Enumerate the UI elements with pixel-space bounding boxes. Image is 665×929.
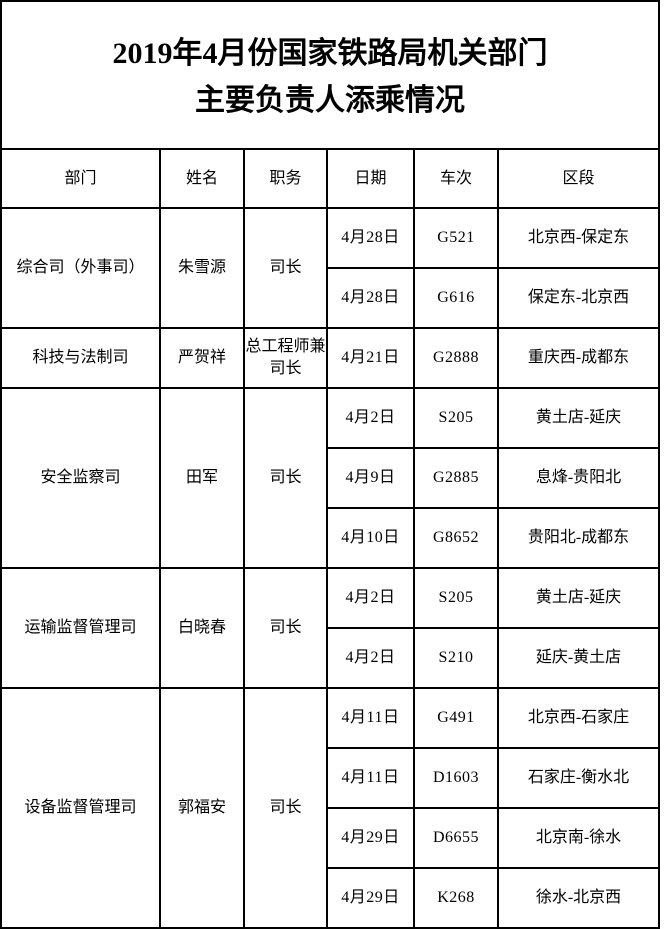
- date-cell: 4月29日: [326, 807, 415, 869]
- train-number-cell: G8652: [413, 507, 499, 569]
- table-row: 4月10日 G8652 贵阳北-成都东: [1, 507, 661, 569]
- officer-name-cell: 朱雪源: [159, 207, 245, 329]
- train-number-cell: G521: [413, 207, 499, 269]
- column-header-train: 车次: [413, 148, 499, 209]
- title-row: 2019年4月份国家铁路局机关部门 主要负责人添乘情况: [0, 0, 661, 150]
- table-row: 科技与法制司 严贺祥 总工程师兼司长 4月21日 G2888 重庆西-成都东: [0, 327, 661, 389]
- table-row: 4月11日 D1603 石家庄-衡水北: [1, 747, 661, 809]
- section-cell: 贵阳北-成都东: [496, 507, 661, 569]
- department-cell: 安全监察司: [0, 387, 161, 569]
- position-cell: 司长: [243, 207, 328, 329]
- section-cell: 北京南-徐水: [496, 807, 661, 869]
- table-header-row: 部门 姓名 职务 日期 车次 区段: [0, 148, 661, 209]
- train-number-cell: S205: [413, 387, 499, 449]
- train-number-cell: D6655: [413, 807, 499, 869]
- position-cell: 司长: [243, 567, 328, 689]
- section-cell: 徐水-北京西: [496, 867, 661, 929]
- table-row: 4月2日 S210 延庆-黄土店: [1, 627, 661, 689]
- date-cell: 4月10日: [326, 507, 415, 569]
- department-cell: 运输监督管理司: [0, 567, 161, 689]
- train-number-cell: G616: [413, 267, 499, 329]
- train-number-cell: G2885: [413, 447, 499, 509]
- section-cell: 北京西-石家庄: [496, 687, 661, 749]
- section-cell: 息烽-贵阳北: [496, 447, 661, 509]
- table-row: 4月29日 K268 徐水-北京西: [1, 867, 661, 929]
- page-title-line-1: 2019年4月份国家铁路局机关部门: [112, 37, 548, 70]
- section-cell: 延庆-黄土店: [496, 627, 661, 689]
- section-cell: 石家庄-衡水北: [496, 747, 661, 809]
- table-row: 4月29日 D6655 北京南-徐水: [1, 807, 661, 869]
- date-cell: 4月2日: [326, 567, 415, 629]
- train-number-cell: D1603: [413, 747, 499, 809]
- date-cell: 4月28日: [326, 207, 415, 269]
- table-row: 设备监督管理司 郭福安 司长 4月11日 G491 北京西-石家庄: [0, 687, 661, 929]
- section-cell: 黄土店-延庆: [496, 567, 661, 629]
- position-cell: 司长: [243, 687, 328, 929]
- train-number-cell: S205: [413, 567, 499, 629]
- department-cell: 科技与法制司: [0, 327, 161, 389]
- date-cell: 4月29日: [326, 867, 415, 929]
- train-number-cell: S210: [413, 627, 499, 689]
- date-cell: 4月11日: [326, 687, 415, 749]
- position-cell: 司长: [243, 387, 328, 569]
- section-cell: 保定东-北京西: [496, 267, 661, 329]
- page-title-line-2: 主要负责人添乘情况: [195, 84, 466, 117]
- date-cell: 4月9日: [326, 447, 415, 509]
- position-cell: 总工程师兼司长: [243, 327, 328, 389]
- train-number-cell: K268: [413, 867, 499, 929]
- officer-name-cell: 严贺祥: [159, 327, 245, 389]
- section-cell: 重庆西-成都东: [496, 327, 661, 389]
- column-header-section: 区段: [496, 148, 661, 209]
- date-cell: 4月28日: [326, 267, 415, 329]
- column-header-position: 职务: [243, 148, 328, 209]
- column-header-department: 部门: [0, 148, 161, 209]
- train-number-cell: G2888: [413, 327, 499, 389]
- train-number-cell: G491: [413, 687, 499, 749]
- officer-name-cell: 田军: [159, 387, 245, 569]
- table-row: 4月28日 G616 保定东-北京西: [1, 267, 661, 329]
- date-cell: 4月21日: [326, 327, 415, 389]
- officer-name-cell: 郭福安: [159, 687, 245, 929]
- officer-name-cell: 白晓春: [159, 567, 245, 689]
- page-title: 2019年4月份国家铁路局机关部门 主要负责人添乘情况: [0, 0, 661, 150]
- table-row: 安全监察司 田军 司长 4月2日 S205 黄土店-延庆: [0, 387, 661, 569]
- column-header-date: 日期: [326, 148, 415, 209]
- date-cell: 4月2日: [326, 627, 415, 689]
- table-row: 4月9日 G2885 息烽-贵阳北: [1, 447, 661, 509]
- department-cell: 设备监督管理司: [0, 687, 161, 929]
- department-cell: 综合司（外事司）: [0, 207, 161, 329]
- table-row: 综合司（外事司） 朱雪源 司长 4月28日 G521 北京西-保定东: [0, 207, 661, 329]
- column-header-name: 姓名: [159, 148, 245, 209]
- date-cell: 4月2日: [326, 387, 415, 449]
- section-cell: 北京西-保定东: [496, 207, 661, 269]
- date-cell: 4月11日: [326, 747, 415, 809]
- table-row: 运输监督管理司 白晓春 司长 4月2日 S205 黄土店-延庆: [0, 567, 661, 689]
- section-cell: 黄土店-延庆: [496, 387, 661, 449]
